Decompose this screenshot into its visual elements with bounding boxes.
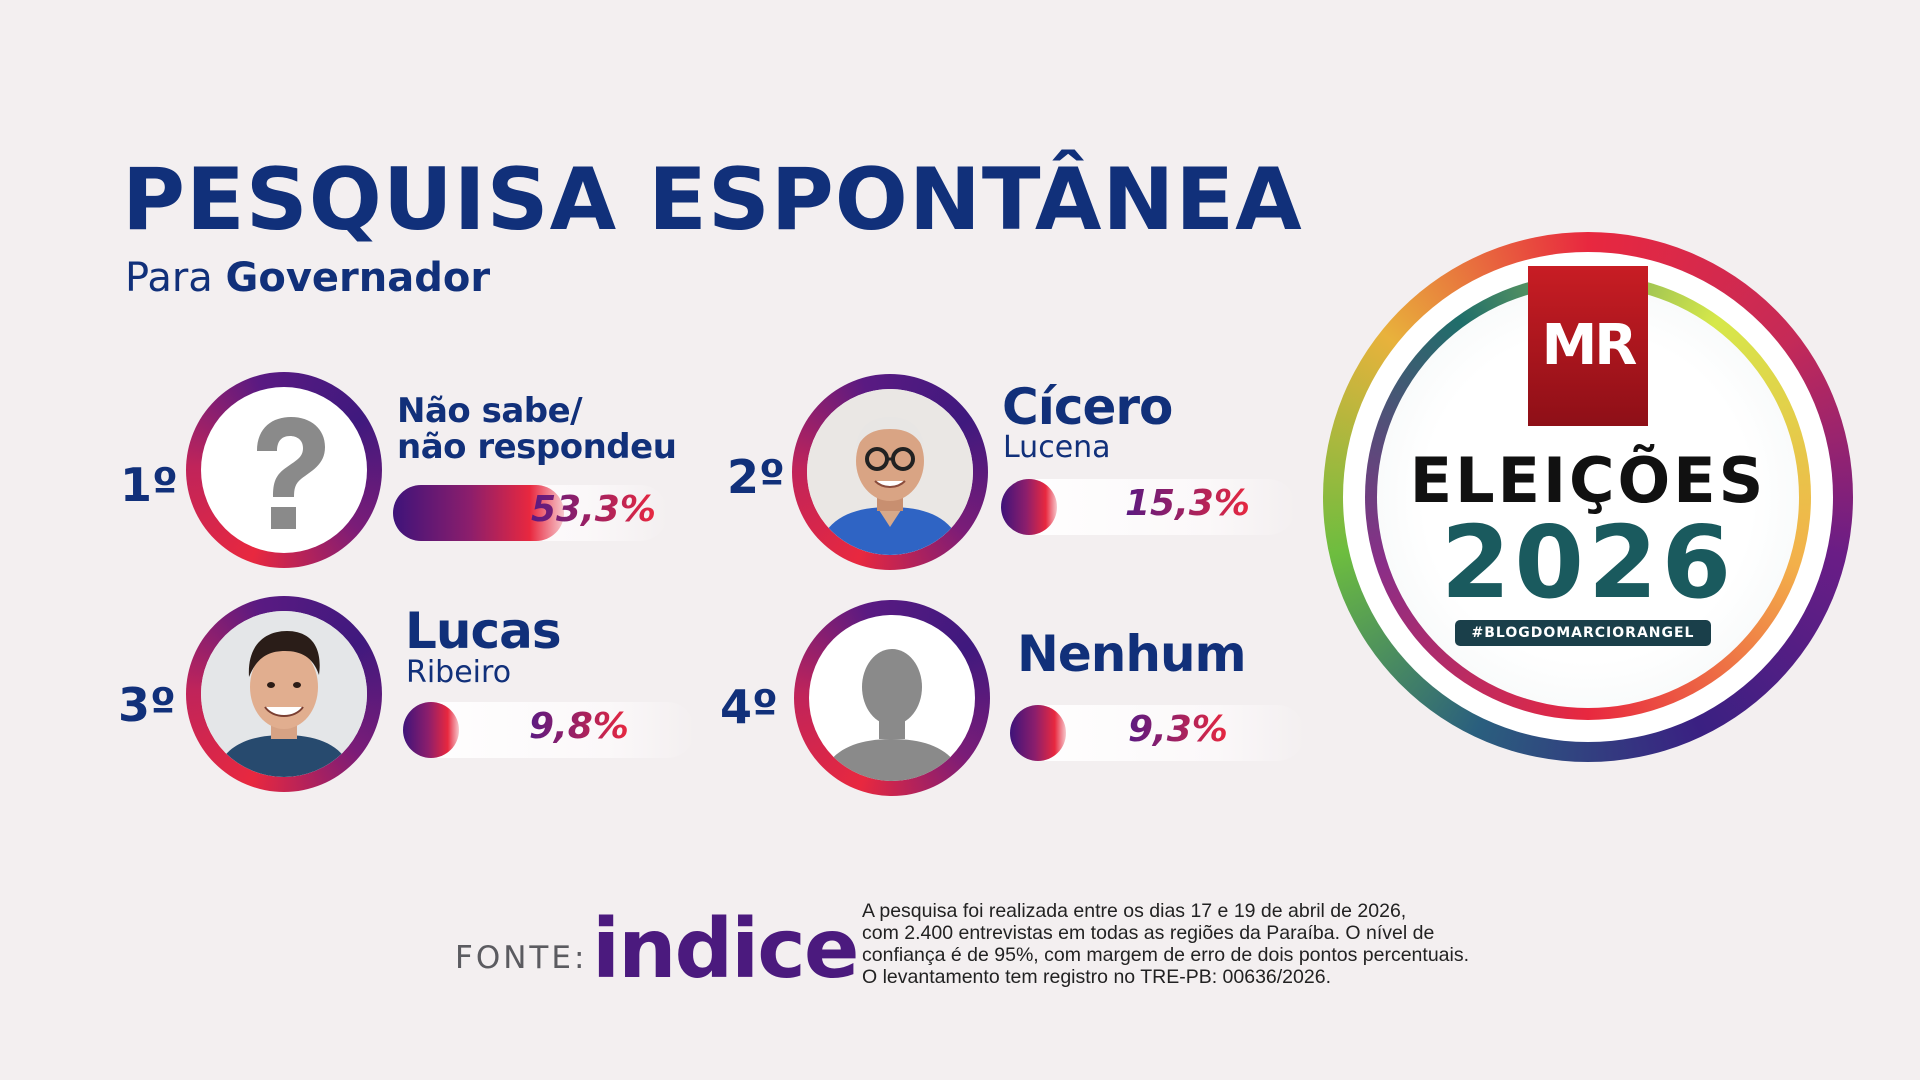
- bar-fill: [1010, 705, 1066, 761]
- note-line: O levantamento tem registro no TRE-PB: 0…: [862, 966, 1331, 988]
- logo-hashtag: #BLOGDOMARCIORANGEL: [1455, 620, 1711, 646]
- entry-name-line2: Ribeiro: [406, 655, 512, 690]
- bar-track: 53,3%: [393, 485, 668, 541]
- person-silhouette-icon: [821, 649, 963, 781]
- subtitle-main: Governador: [225, 255, 491, 301]
- entry-name-line1: Lucas: [405, 602, 562, 660]
- page-subtitle: Para Governador: [125, 255, 490, 301]
- entry-name-line1: Nenhum: [1017, 625, 1247, 683]
- data-label: 53,3%: [531, 489, 656, 530]
- question-mark-icon: [257, 417, 325, 529]
- bar-fill: [1001, 479, 1057, 535]
- note-line: confiança é de 95%, com margem de erro d…: [862, 944, 1470, 966]
- entry-name-line1: Não sabe/: [397, 391, 583, 431]
- avatar-ring: [792, 374, 988, 570]
- data-label: 9,8%: [529, 706, 629, 747]
- logo-eleicoes-text: ELEIÇÕES: [1409, 444, 1767, 517]
- avatar: [201, 387, 367, 553]
- entry-name-line1: Cícero: [1002, 378, 1173, 436]
- entry-name-line2: Lucena: [1003, 430, 1111, 465]
- avatar-ring: [186, 372, 382, 568]
- avatar-ring: [794, 600, 990, 796]
- rank-label: 2º: [727, 450, 785, 504]
- rank-label: 1º: [120, 458, 178, 512]
- candidate-photo-lucas: [201, 611, 367, 777]
- entry-name-line2: não respondeu: [397, 427, 677, 467]
- note-line: com 2.400 entrevistas em todas as regiõe…: [862, 922, 1435, 944]
- bar-fill: [393, 485, 564, 541]
- avatar-ring: [186, 596, 382, 792]
- data-label: 9,3%: [1128, 709, 1228, 750]
- eleicoes-logo: MR ELEIÇÕES 2026 #BLOGDOMARCIORANGEL: [1323, 232, 1853, 762]
- page-title: PESQUISA ESPONTÂNEA: [122, 150, 1303, 250]
- candidate-photo-cicero: [807, 389, 973, 555]
- logo-year: 2026: [1440, 504, 1736, 621]
- subtitle-prefix: Para: [125, 255, 213, 301]
- methodology-note: A pesquisa foi realizada entre os dias 1…: [862, 900, 1582, 988]
- avatar: [201, 611, 367, 777]
- avatar: [809, 615, 975, 781]
- bar-fill: [403, 702, 459, 758]
- note-line: A pesquisa foi realizada entre os dias 1…: [862, 900, 1407, 922]
- bar-track: 9,3%: [1010, 705, 1305, 761]
- bar-track: 15,3%: [1001, 479, 1296, 535]
- bar-track: 9,8%: [403, 702, 695, 758]
- rank-label: 4º: [720, 680, 778, 734]
- rank-label: 3º: [118, 678, 176, 732]
- avatar: [807, 389, 973, 555]
- source-label: FONTE:: [455, 940, 588, 976]
- source-logo: indice: [592, 902, 860, 997]
- mr-logo: MR: [1528, 266, 1648, 426]
- data-label: 15,3%: [1125, 483, 1250, 524]
